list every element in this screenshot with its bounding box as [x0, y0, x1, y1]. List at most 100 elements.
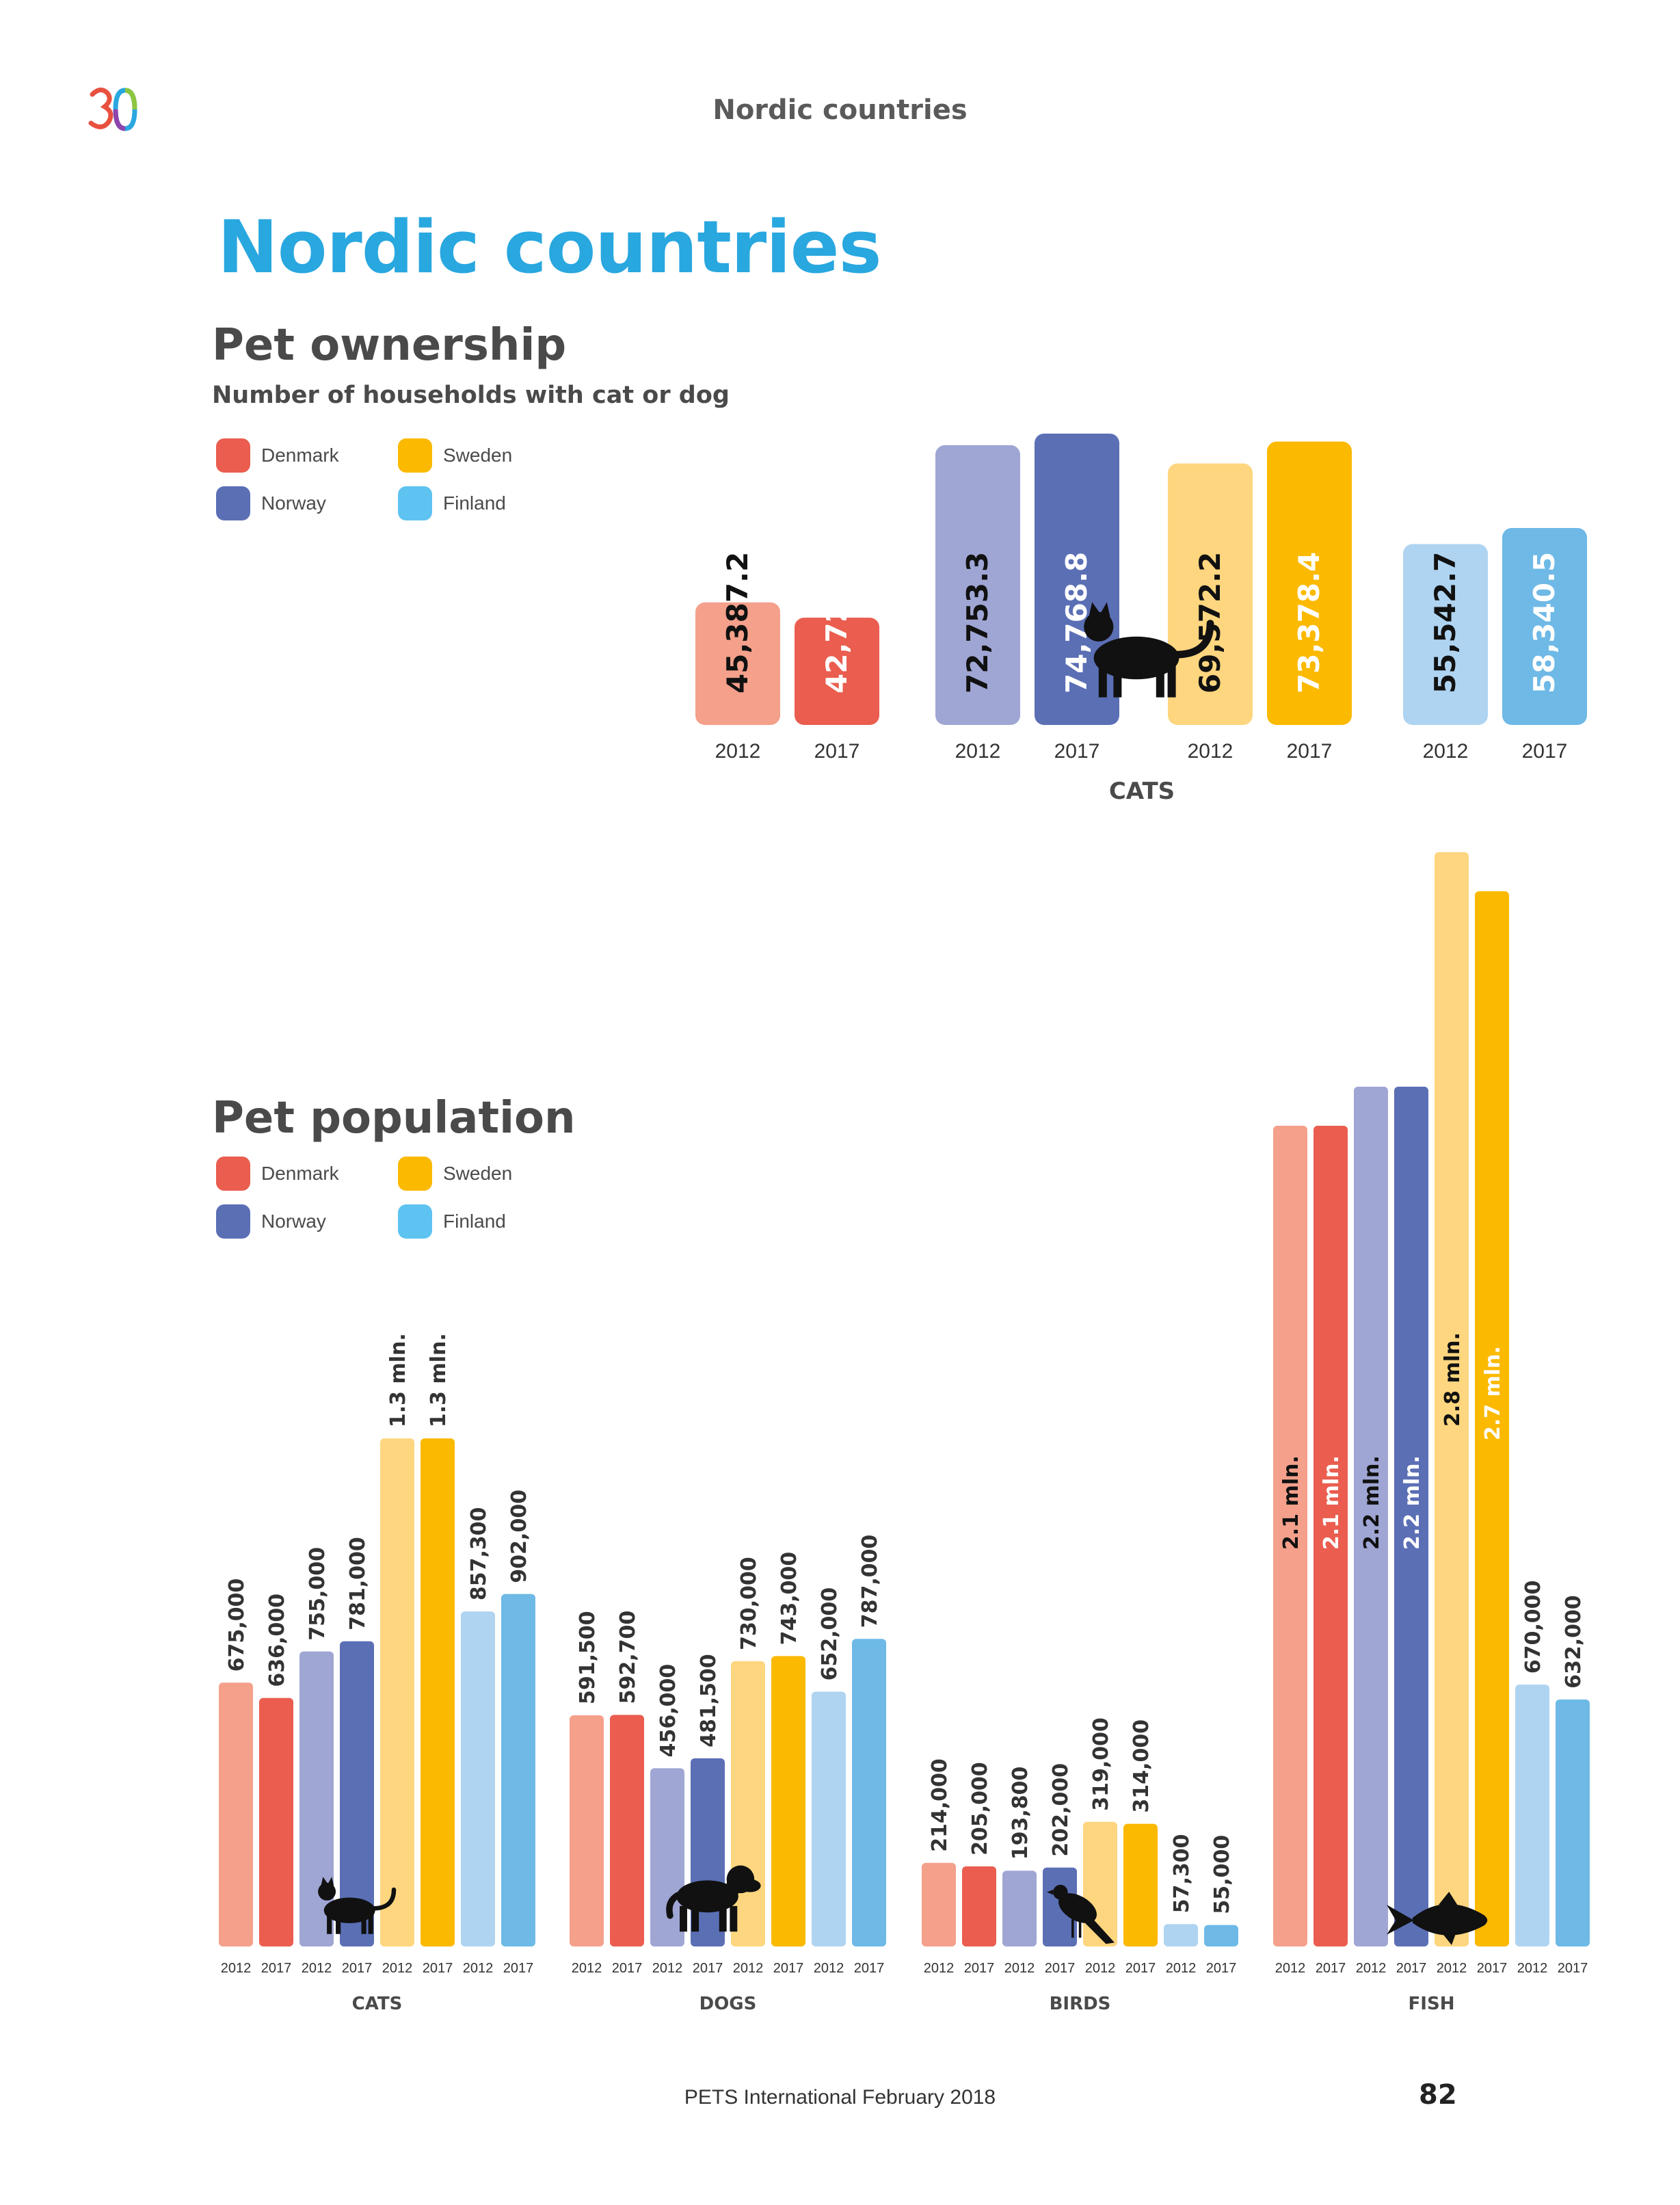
bar-birds-finland-2017: [1204, 1925, 1238, 1946]
data-label: 652,000: [818, 1587, 842, 1681]
legend-item-finland: Finland: [398, 1204, 506, 1239]
data-label: 675,000: [225, 1579, 249, 1672]
year-label: 2012: [715, 740, 761, 763]
bar-birds-finland-2012: [1164, 1924, 1198, 1946]
year-label: 2012: [1275, 1961, 1306, 1976]
year-label: 2017: [1522, 740, 1568, 763]
year-label: 2017: [964, 1961, 995, 1976]
year-label: 2017: [1045, 1961, 1076, 1976]
ownership-legend: Denmark Sweden Norway Finland: [216, 438, 572, 533]
data-label: 319,000: [1089, 1717, 1113, 1811]
data-label: 2.2 mln.: [1360, 1455, 1384, 1550]
bar-finland-2012: [1403, 544, 1488, 725]
data-label: 2.8 mln.: [1441, 1332, 1465, 1427]
group-label: FISH: [1409, 1994, 1455, 2014]
legend-label: Denmark: [261, 1163, 339, 1184]
bar-fish-sweden-2012: [1435, 852, 1469, 1946]
bar-fish-denmark-2012: [1273, 1126, 1307, 1946]
year-label: 2012: [814, 1961, 844, 1976]
legend-label: Norway: [261, 492, 326, 514]
data-label: 2.1 mln.: [1279, 1455, 1303, 1550]
data-label: 214,000: [928, 1758, 952, 1852]
data-label: 45,387.2: [721, 552, 754, 694]
year-label: 2012: [572, 1961, 602, 1976]
bar-fish-norway-2012: [1354, 1086, 1388, 1946]
bar-fish-finland-2012: [1515, 1685, 1549, 1946]
data-label: 755,000: [306, 1547, 330, 1641]
year-label: 2017: [423, 1961, 453, 1976]
data-label: 743,000: [777, 1552, 801, 1646]
data-label: 902,000: [507, 1490, 531, 1583]
data-label: 592,700: [616, 1611, 640, 1704]
bar-cats-finland-2012: [461, 1611, 495, 1946]
footer-publication: PETS International February 2018: [684, 2086, 996, 2109]
legend-item-norway: Norway: [216, 486, 326, 521]
data-label: 1.3 mln.: [386, 1333, 410, 1427]
data-label: 2.7 mln.: [1481, 1346, 1505, 1440]
data-label: 72,753.3: [961, 552, 994, 694]
year-label: 2012: [1004, 1961, 1035, 1976]
year-label: 2017: [1396, 1961, 1427, 1976]
year-label: 2017: [814, 740, 860, 763]
year-label: 2012: [955, 740, 1001, 763]
bar-norway-2012: [935, 445, 1020, 725]
ownership-subtitle: Number of households with cat or dog: [212, 382, 730, 409]
year-label: 2017: [612, 1961, 643, 1976]
data-label: 591,500: [576, 1611, 600, 1704]
data-label: 55,000: [1210, 1835, 1234, 1914]
data-label: 314,000: [1130, 1719, 1154, 1813]
legend-label: Sweden: [443, 445, 513, 466]
legend-swatch-finland: [398, 1204, 432, 1239]
bar-fish-sweden-2017: [1475, 891, 1509, 1946]
group-label: CATS: [1109, 778, 1175, 805]
legend-item-sweden: Sweden: [398, 438, 512, 473]
data-label: 1.3 mln.: [427, 1333, 451, 1427]
bar-cats-norway-2017: [340, 1641, 374, 1946]
legend-swatch-sweden: [398, 1157, 432, 1191]
bar-sweden-2012: [1168, 463, 1253, 725]
data-label: 42,720.9: [820, 552, 853, 694]
year-label: 2012: [733, 1961, 764, 1976]
data-label: 632,000: [1562, 1595, 1586, 1689]
year-label: 2012: [1166, 1961, 1197, 1976]
year-label: 2012: [1188, 740, 1234, 763]
legend-item-sweden: Sweden: [398, 1156, 512, 1191]
year-label: 2012: [221, 1961, 252, 1976]
ownership-title: Pet ownership: [212, 320, 567, 371]
bar-cats-sweden-2012: [380, 1438, 414, 1946]
legend-item-denmark: Denmark: [216, 438, 339, 473]
bar-birds-denmark-2012: [922, 1862, 956, 1946]
data-label: 58,340.5: [1528, 552, 1561, 694]
data-label: 202,000: [1049, 1763, 1073, 1857]
bar-birds-denmark-2017: [962, 1866, 996, 1946]
data-label: 857,300: [467, 1507, 491, 1600]
year-label: 2012: [924, 1961, 955, 1976]
bar-fish-denmark-2017: [1314, 1126, 1348, 1946]
year-label: 2012: [1437, 1961, 1467, 1976]
year-label: 2012: [652, 1961, 683, 1976]
year-label: 2017: [1287, 740, 1333, 763]
legend-label: Denmark: [261, 445, 339, 466]
cat-silhouette-icon: [318, 1877, 397, 1934]
bar-denmark-2017: [795, 618, 879, 725]
population-title: Pet population: [212, 1093, 576, 1144]
bar-dogs-finland-2012: [812, 1691, 846, 1946]
legend-swatch-norway: [216, 1204, 250, 1239]
year-label: 2017: [1316, 1961, 1346, 1976]
bar-fish-finland-2017: [1556, 1699, 1590, 1946]
bar-dogs-norway-2012: [650, 1768, 684, 1946]
legend-label: Sweden: [443, 1163, 513, 1184]
bar-denmark-2012: [695, 602, 780, 725]
population-legend: Denmark Sweden Norway Finland: [216, 1156, 572, 1252]
bar-dogs-denmark-2017: [610, 1715, 644, 1946]
cat-silhouette-icon: [1084, 602, 1214, 698]
legend-swatch-denmark: [216, 438, 250, 473]
dog-silhouette-icon: [666, 1865, 761, 1932]
data-label: 2.2 mln.: [1400, 1455, 1424, 1550]
bar-finland-2017: [1502, 527, 1587, 725]
data-label: 55,542.7: [1428, 552, 1462, 694]
page-number: 82: [1419, 2079, 1457, 2111]
year-label: 2012: [1085, 1961, 1116, 1976]
legend-swatch-denmark: [216, 1157, 250, 1191]
year-label: 2017: [342, 1961, 373, 1976]
